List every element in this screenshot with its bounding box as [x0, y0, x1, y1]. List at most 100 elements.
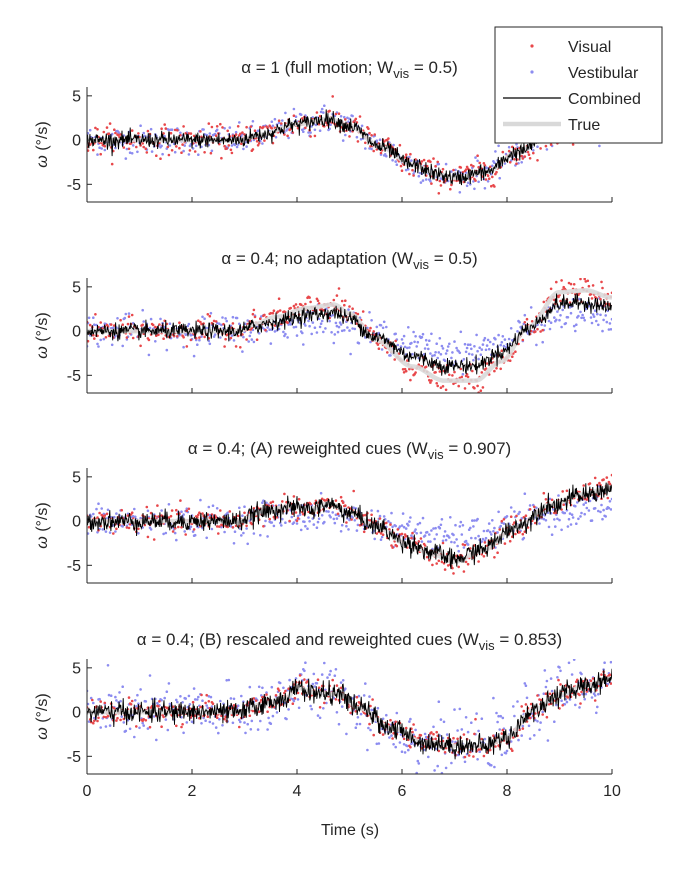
- vestibular-point: [463, 760, 467, 764]
- vestibular-point: [165, 690, 169, 693]
- vestibular-point: [462, 546, 466, 549]
- visual-point: [518, 530, 521, 534]
- vestibular-point: [156, 701, 159, 705]
- vestibular-point: [486, 180, 490, 183]
- vestibular-point: [440, 518, 444, 521]
- vestibular-point: [201, 699, 204, 702]
- vestibular-point: [341, 679, 345, 682]
- visual-point: [113, 707, 116, 710]
- vestibular-point: [423, 732, 427, 736]
- visual-point: [199, 130, 202, 133]
- visual-point: [593, 699, 597, 702]
- vestibular-point: [131, 144, 135, 147]
- visual-point: [368, 131, 371, 135]
- visual-point: [223, 717, 226, 721]
- vestibular-point: [356, 716, 360, 719]
- vestibular-point: [173, 150, 177, 154]
- vestibular-point: [215, 507, 219, 510]
- vestibular-point: [547, 319, 551, 323]
- vestibular-point: [581, 692, 584, 696]
- vestibular-point: [553, 720, 556, 723]
- visual-point: [323, 701, 326, 705]
- vestibular-point: [582, 503, 585, 506]
- x-axis-label: Time (s): [321, 822, 379, 839]
- vestibular-point: [568, 306, 572, 309]
- visual-point: [368, 329, 371, 333]
- visual-point: [484, 178, 488, 181]
- visual-point: [159, 157, 162, 160]
- vestibular-point: [130, 152, 134, 155]
- visual-point: [354, 117, 358, 121]
- vestibular-point: [252, 532, 256, 535]
- visual-point: [404, 534, 408, 538]
- vestibular-point: [442, 720, 446, 724]
- vestibular-point: [241, 514, 244, 517]
- visual-point: [435, 562, 439, 565]
- visual-point: [438, 179, 442, 183]
- visual-point: [102, 715, 106, 719]
- vestibular-point: [444, 766, 448, 770]
- visual-point: [125, 336, 129, 339]
- vestibular-point: [463, 342, 467, 346]
- vestibular-point: [466, 730, 470, 734]
- vestibular-point: [569, 523, 573, 526]
- vestibular-point: [333, 521, 337, 525]
- vestibular-point: [324, 688, 327, 692]
- vestibular-point: [570, 513, 574, 516]
- visual-point: [219, 122, 222, 126]
- vestibular-point: [179, 695, 182, 698]
- visual-point: [610, 473, 612, 477]
- vestibular-point: [209, 695, 213, 699]
- legend-item-visual: Visual: [530, 39, 611, 56]
- visual-point: [104, 336, 108, 339]
- vestibular-point: [402, 743, 406, 746]
- vestibular-point: [507, 337, 511, 341]
- vestibular-point: [547, 525, 551, 529]
- vestibular-point: [387, 520, 390, 523]
- vestibular-point: [159, 317, 162, 321]
- legend-item-true: True: [503, 117, 600, 134]
- visual-point: [304, 126, 307, 130]
- vestibular-point: [311, 682, 315, 686]
- visual-point: [544, 692, 548, 695]
- visual-point: [162, 337, 165, 341]
- visual-point: [541, 713, 544, 716]
- vestibular-point: [192, 687, 196, 690]
- visual-point: [193, 150, 197, 153]
- vestibular-point: [99, 726, 102, 729]
- y-tick-label: -5: [67, 177, 81, 194]
- vestibular-point: [525, 696, 529, 700]
- vestibular-point: [502, 344, 506, 348]
- vestibular-point: [568, 512, 572, 515]
- vestibular-point: [137, 702, 140, 705]
- visual-point: [600, 673, 603, 676]
- visual-point: [420, 160, 424, 163]
- visual-point: [538, 698, 541, 701]
- vestibular-point: [415, 345, 419, 348]
- visual-point: [142, 717, 145, 721]
- vestibular-point: [487, 347, 491, 351]
- vestibular-point: [351, 697, 354, 700]
- vestibular-point: [601, 517, 604, 521]
- visual-point: [362, 530, 366, 534]
- vestibular-point: [490, 172, 493, 176]
- y-tick-label: 5: [72, 469, 81, 486]
- vestibular-point: [402, 334, 406, 338]
- vestibular-point: [108, 724, 112, 727]
- visual-point: [229, 148, 233, 152]
- visual-point: [388, 528, 391, 531]
- vestibular-point: [136, 693, 139, 697]
- vestibular-point: [472, 525, 475, 528]
- visual-point: [463, 387, 467, 390]
- vestibular-point: [197, 153, 200, 156]
- vestibular-point: [490, 764, 493, 767]
- visual-point: [147, 338, 151, 342]
- visual-point: [331, 678, 335, 682]
- vestibular-point: [580, 672, 583, 676]
- visual-point: [93, 337, 96, 340]
- visual-point: [441, 394, 444, 397]
- vestibular-point: [230, 144, 234, 147]
- visual-point: [226, 129, 229, 133]
- visual-point: [417, 540, 421, 543]
- vestibular-point: [582, 316, 585, 320]
